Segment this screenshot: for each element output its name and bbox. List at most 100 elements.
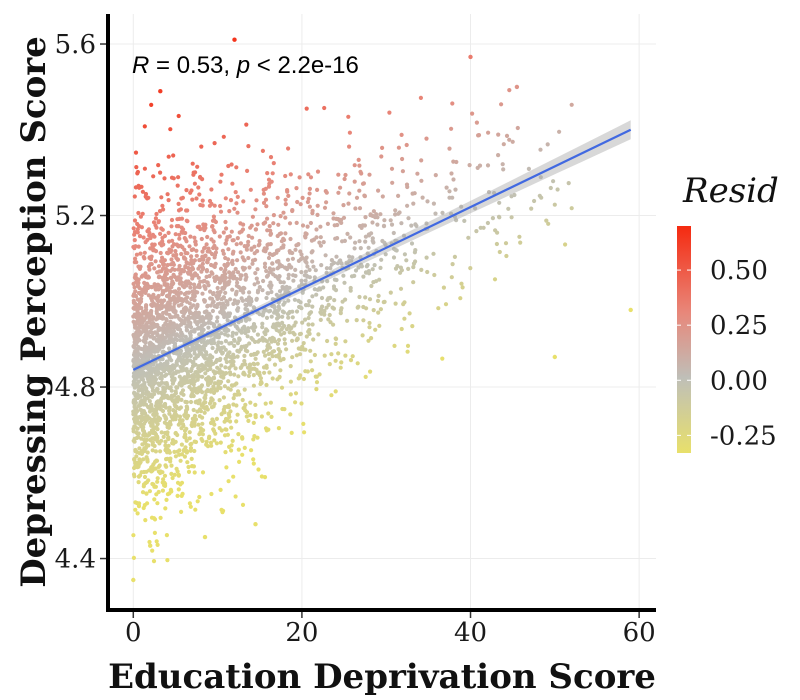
data-point	[320, 304, 325, 309]
data-point	[246, 233, 251, 239]
data-point	[299, 306, 304, 311]
data-point	[192, 413, 198, 418]
data-point	[188, 305, 194, 310]
data-point	[171, 273, 176, 278]
data-point	[251, 328, 257, 333]
data-point	[223, 255, 228, 261]
data-point	[167, 411, 172, 416]
data-point	[291, 278, 296, 283]
data-point	[227, 270, 232, 275]
data-point	[424, 136, 429, 141]
data-point	[207, 434, 212, 439]
data-point	[235, 307, 240, 312]
data-point	[178, 290, 183, 295]
data-point	[307, 299, 312, 304]
data-point	[253, 227, 259, 232]
data-point	[249, 448, 254, 453]
data-point	[367, 325, 372, 330]
data-point	[277, 289, 283, 294]
data-point	[348, 358, 354, 363]
data-point	[400, 169, 405, 174]
data-point	[133, 334, 138, 339]
data-point	[497, 249, 502, 255]
data-point	[136, 290, 141, 296]
data-point	[212, 371, 217, 376]
data-point	[265, 291, 270, 296]
data-point	[195, 409, 200, 414]
data-point	[208, 366, 213, 371]
data-point	[197, 258, 202, 263]
data-point	[311, 337, 316, 342]
data-point	[248, 413, 253, 418]
data-point	[322, 312, 327, 317]
data-point	[151, 559, 157, 564]
data-point	[209, 237, 214, 242]
data-point	[164, 317, 169, 322]
data-point	[468, 54, 473, 60]
data-point	[248, 363, 253, 368]
data-point	[165, 192, 170, 197]
data-point	[200, 470, 206, 475]
data-point	[249, 247, 254, 252]
data-point	[179, 426, 184, 431]
data-point	[557, 129, 562, 134]
data-point	[147, 318, 152, 323]
data-point	[205, 379, 210, 384]
data-point	[203, 253, 208, 259]
data-point	[192, 470, 197, 475]
data-point	[185, 251, 190, 256]
data-point	[340, 299, 345, 304]
data-point	[140, 309, 146, 314]
data-point	[155, 298, 160, 303]
data-point	[227, 279, 232, 284]
data-point	[300, 195, 305, 200]
data-point	[490, 216, 495, 221]
data-point	[165, 382, 170, 387]
data-point	[131, 555, 136, 561]
data-point	[371, 209, 376, 214]
data-point	[136, 351, 141, 356]
data-point	[162, 420, 167, 425]
data-point	[150, 421, 155, 426]
data-point	[380, 194, 385, 199]
data-point	[367, 172, 372, 177]
data-point	[310, 368, 315, 373]
data-point	[173, 232, 178, 237]
data-point	[131, 409, 136, 414]
data-point	[409, 241, 415, 246]
data-point	[215, 285, 220, 291]
legend: Resid 0.50 0.25 0.00 -0.25	[677, 171, 779, 453]
data-point	[269, 351, 274, 356]
data-point	[212, 203, 217, 208]
data-point	[314, 387, 319, 392]
data-point	[162, 339, 167, 344]
data-point	[269, 179, 274, 184]
data-point	[148, 334, 153, 339]
data-point	[459, 204, 464, 209]
data-point	[425, 269, 430, 275]
data-point	[205, 313, 210, 318]
data-point	[420, 195, 425, 200]
data-point	[398, 265, 403, 270]
data-point	[297, 332, 302, 337]
data-point	[270, 376, 275, 381]
data-point	[219, 412, 224, 417]
data-point	[241, 199, 246, 204]
data-point	[132, 285, 137, 290]
data-point	[311, 264, 316, 269]
data-point	[282, 407, 287, 412]
data-point	[350, 354, 355, 359]
data-point	[156, 489, 161, 495]
data-point	[207, 249, 212, 254]
data-point	[218, 487, 223, 492]
data-point	[222, 285, 227, 290]
data-point	[176, 201, 181, 206]
data-point	[276, 426, 281, 431]
data-point	[141, 254, 146, 260]
data-point	[200, 415, 205, 420]
data-point	[170, 244, 175, 249]
data-point	[276, 248, 281, 253]
data-point	[141, 402, 146, 407]
data-point	[137, 460, 142, 465]
data-point	[376, 188, 381, 193]
